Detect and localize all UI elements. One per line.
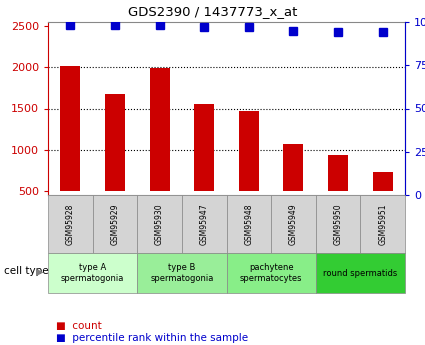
Bar xyxy=(60,66,80,191)
Text: GSM95948: GSM95948 xyxy=(244,203,253,245)
Bar xyxy=(137,195,182,253)
Bar xyxy=(227,195,271,253)
Bar xyxy=(316,253,405,293)
Bar xyxy=(271,195,316,253)
Text: type A
spermatogonia: type A spermatogonia xyxy=(61,263,124,283)
Text: GSM95928: GSM95928 xyxy=(66,203,75,245)
Bar xyxy=(150,68,170,191)
Text: ▶: ▶ xyxy=(36,266,44,276)
Text: ■  count: ■ count xyxy=(57,321,102,331)
Bar xyxy=(373,172,393,191)
Bar xyxy=(182,195,227,253)
Bar xyxy=(48,195,93,253)
Bar xyxy=(227,253,316,293)
Bar xyxy=(283,144,303,191)
Bar xyxy=(137,253,227,293)
Bar xyxy=(239,111,259,191)
Text: GSM95949: GSM95949 xyxy=(289,203,298,245)
Text: round spermatids: round spermatids xyxy=(323,268,397,277)
Text: ■  percentile rank within the sample: ■ percentile rank within the sample xyxy=(57,333,249,343)
Bar xyxy=(360,195,405,253)
Bar xyxy=(194,104,214,191)
Bar xyxy=(316,195,360,253)
Bar xyxy=(105,94,125,191)
Text: GSM95930: GSM95930 xyxy=(155,203,164,245)
Text: GSM95950: GSM95950 xyxy=(334,203,343,245)
Text: GSM95929: GSM95929 xyxy=(110,203,119,245)
Bar xyxy=(328,156,348,191)
Text: GDS2390 / 1437773_x_at: GDS2390 / 1437773_x_at xyxy=(128,5,297,18)
Text: pachytene
spermatocytes: pachytene spermatocytes xyxy=(240,263,302,283)
Bar xyxy=(93,195,137,253)
Text: GSM95947: GSM95947 xyxy=(200,203,209,245)
Text: GSM95951: GSM95951 xyxy=(378,203,387,245)
Bar xyxy=(48,253,137,293)
Text: type B
spermatogonia: type B spermatogonia xyxy=(150,263,213,283)
Text: cell type: cell type xyxy=(4,266,49,276)
